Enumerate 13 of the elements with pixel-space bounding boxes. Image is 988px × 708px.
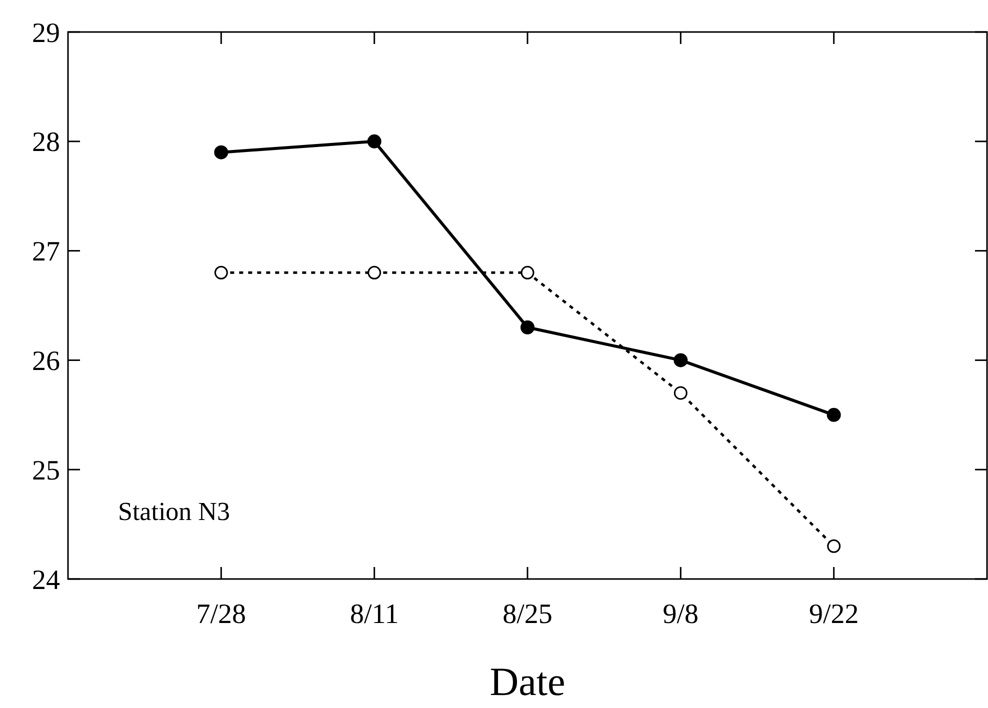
y-tick-label: 29 (32, 18, 60, 49)
x-axis-title: Date (490, 659, 566, 704)
y-tick-label: 24 (32, 564, 60, 596)
y-tick-label: 27 (32, 236, 60, 268)
x-tick-label: 9/8 (662, 599, 699, 630)
x-tick-label: 8/11 (350, 599, 399, 630)
x-tick-label: 9/22 (808, 599, 859, 630)
y-tick-label: 28 (32, 127, 60, 158)
y-tick-label: 26 (32, 346, 60, 377)
y-tick-label: 25 (32, 455, 60, 486)
annotation: Station N3 (118, 497, 230, 526)
x-tick-label: 8/25 (502, 599, 552, 630)
x-tick-label: 7/28 (196, 599, 246, 630)
